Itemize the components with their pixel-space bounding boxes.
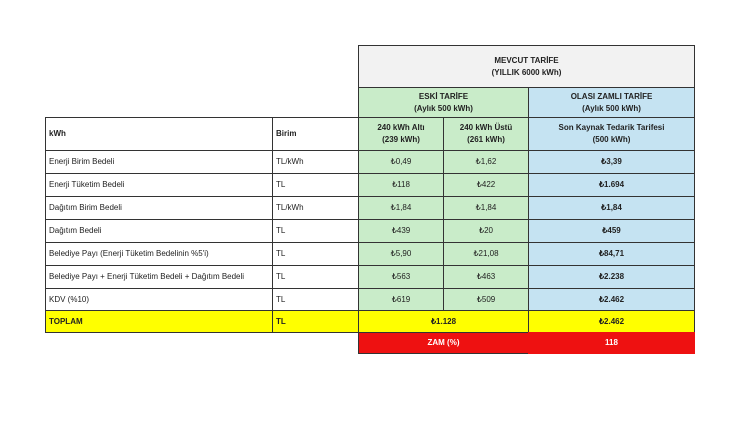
value-240-alti: ₺1,84 <box>358 196 444 220</box>
row-label: Dağıtım Bedeli <box>45 219 273 243</box>
total-olasi: ₺2.462 <box>528 310 695 333</box>
birim-header: Birim <box>272 117 359 151</box>
row-label: Enerji Tüketim Bedeli <box>45 173 273 197</box>
olasi-title: OLASI ZAMLI TARİFE <box>570 91 653 101</box>
value-240-alti: ₺0,49 <box>358 150 444 174</box>
row-label: Belediye Payı + Enerji Tüketim Bedeli + … <box>45 265 273 289</box>
olasi-subtitle: (Aylık 500 kWh) <box>582 103 641 113</box>
col-240-ustu-header: 240 kWh Üstü (261 kWh) <box>443 117 529 151</box>
eski-tarife-header: ESKİ TARİFE (Aylık 500 kWh) <box>358 87 529 118</box>
eski-title: ESKİ TARİFE <box>418 91 469 101</box>
value-240-ustu: ₺463 <box>443 265 529 289</box>
value-240-alti: ₺118 <box>358 173 444 197</box>
value-240-alti: ₺563 <box>358 265 444 289</box>
value-240-ustu: ₺509 <box>443 288 529 312</box>
row-unit: TL <box>272 173 359 197</box>
col3-subtitle: (500 kWh) <box>592 135 631 144</box>
col2-title: 240 kWh Üstü <box>459 123 513 132</box>
value-son-kaynak: ₺1,84 <box>528 196 695 220</box>
value-son-kaynak: ₺84,71 <box>528 242 695 266</box>
value-240-alti: ₺619 <box>358 288 444 312</box>
row-unit: TL <box>272 265 359 289</box>
mevcut-title: MEVCUT TARİFE <box>494 55 559 65</box>
value-240-ustu: ₺21,08 <box>443 242 529 266</box>
value-240-alti: ₺439 <box>358 219 444 243</box>
row-label: Enerji Birim Bedeli <box>45 150 273 174</box>
total-eski: ₺1.128 <box>358 310 529 333</box>
eski-subtitle: (Aylık 500 kWh) <box>414 103 473 113</box>
row-unit: TL <box>272 242 359 266</box>
value-son-kaynak: ₺2.238 <box>528 265 695 289</box>
value-son-kaynak: ₺1.694 <box>528 173 695 197</box>
value-240-ustu: ₺422 <box>443 173 529 197</box>
row-label: Belediye Payı (Enerji Tüketim Bedelinin … <box>45 242 273 266</box>
mevcut-tarife-header: MEVCUT TARİFE (YILLIK 6000 kWh) <box>358 45 695 88</box>
col2-subtitle: (261 kWh) <box>467 135 505 144</box>
col3-title: Son Kaynak Tedarik Tarifesi <box>558 123 665 132</box>
row-unit: TL/kWh <box>272 150 359 174</box>
mevcut-subtitle: (YILLIK 6000 kWh) <box>491 67 562 77</box>
value-son-kaynak: ₺459 <box>528 219 695 243</box>
row-unit: TL/kWh <box>272 196 359 220</box>
col1-subtitle: (239 kWh) <box>382 135 420 144</box>
value-240-ustu: ₺20 <box>443 219 529 243</box>
total-label: TOPLAM <box>45 310 273 333</box>
row-unit: TL <box>272 219 359 243</box>
olasi-tarife-header: OLASI ZAMLI TARİFE (Aylık 500 kWh) <box>528 87 695 118</box>
zam-value: 118 <box>528 332 695 354</box>
total-unit: TL <box>272 310 359 333</box>
value-240-alti: ₺5,90 <box>358 242 444 266</box>
row-unit: TL <box>272 288 359 312</box>
value-son-kaynak: ₺2.462 <box>528 288 695 312</box>
col-son-kaynak-header: Son Kaynak Tedarik Tarifesi (500 kWh) <box>528 117 695 151</box>
value-240-ustu: ₺1,62 <box>443 150 529 174</box>
col-240-alti-header: 240 kWh Altı (239 kWh) <box>358 117 444 151</box>
col1-title: 240 kWh Altı <box>377 123 425 132</box>
value-son-kaynak: ₺3,39 <box>528 150 695 174</box>
row-label: Dağıtım Birim Bedeli <box>45 196 273 220</box>
kwh-header: kWh <box>45 117 273 151</box>
zam-label: ZAM (%) <box>358 332 529 354</box>
value-240-ustu: ₺1,84 <box>443 196 529 220</box>
row-label: KDV (%10) <box>45 288 273 312</box>
